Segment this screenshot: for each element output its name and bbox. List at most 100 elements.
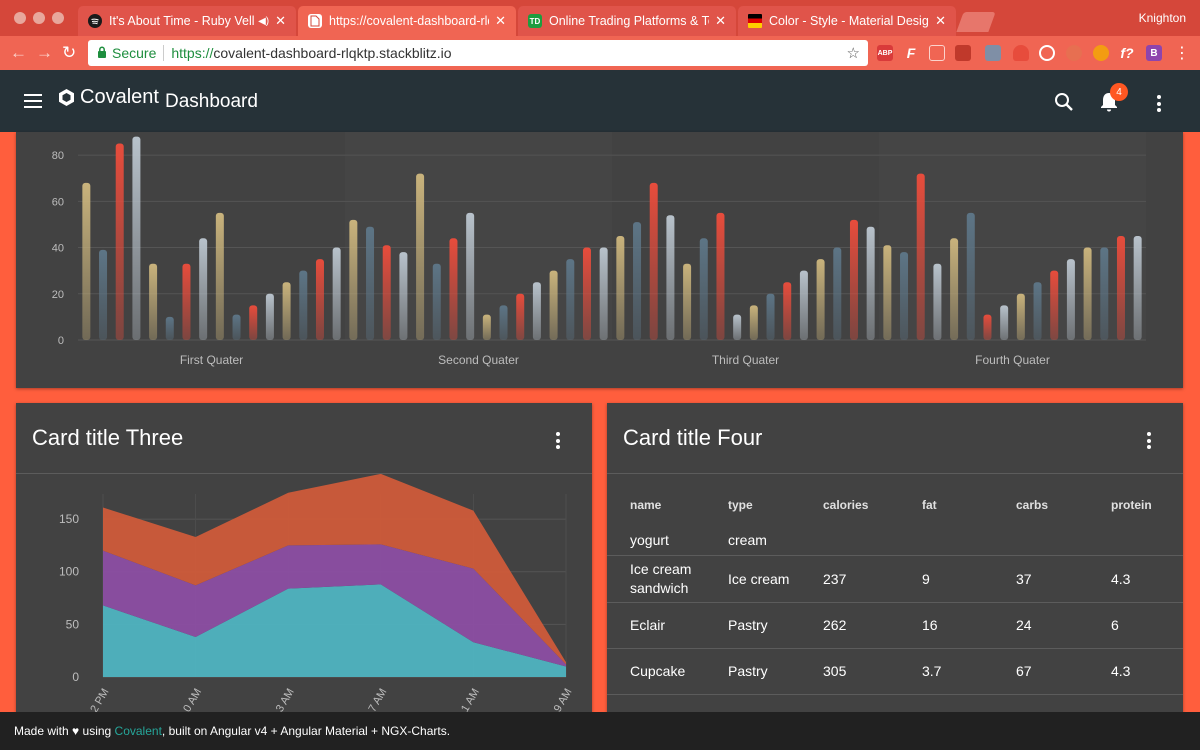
formula-extension-icon[interactable]: f? [1120,45,1134,61]
x-group-label: Fourth Quater [975,353,1050,367]
bar [883,245,892,340]
table-cell: 4.3 [1111,555,1183,603]
table-cell: Cupcake [607,648,728,695]
covalent-link[interactable]: Covalent [114,724,162,738]
table-cell: 375 [823,694,922,713]
close-window-button[interactable] [14,12,26,24]
column-header[interactable]: type [728,497,753,512]
bootstrap-extension-icon[interactable]: B [1146,45,1162,61]
column-header[interactable]: name [630,497,662,512]
divider [16,473,592,474]
bar [99,249,108,340]
card-four: Card title Four name type calories fat c… [607,403,1183,713]
x-group-label: Second Quater [438,353,519,367]
bar [482,314,491,340]
close-tab-icon[interactable]: ✕ [495,13,506,28]
divider [607,473,1183,474]
browser-tab[interactable]: Color - Style - Material Design ✕ [738,6,956,36]
table-row[interactable]: Cupcake Pastry 305 3.7 67 4.3 [607,648,1183,695]
bar [466,212,475,340]
extension-icon[interactable] [985,45,1001,61]
back-arrow-icon[interactable]: ← [10,43,27,62]
calendar-extension-icon[interactable] [955,45,971,61]
bar [549,270,558,340]
close-tab-icon[interactable]: ✕ [715,13,726,28]
target-extension-icon[interactable] [1039,45,1055,61]
angular-extension-icon[interactable] [1013,45,1029,61]
y-tick-label: 100 [59,565,79,579]
browser-tab-active[interactable]: https://covalent-dashboard-rlqktp.stackb… [298,6,516,36]
column-header[interactable]: carbs [1016,497,1049,512]
bar [566,259,575,340]
footer-suffix: , built on Angular v4 + Angular Material… [161,724,451,738]
x-tick-label: 0 AM [181,687,204,714]
bar [366,226,375,340]
table-cell: Ice cream sandwich [607,555,728,603]
y-tick-label: 150 [59,512,79,526]
bar [1066,259,1075,340]
bar [416,173,425,340]
grouped-bar-chart: 0 20 40 60 80 First Quater Second Quater Third … [52,132,1146,367]
forward-arrow-icon[interactable]: → [36,43,53,62]
zoom-window-button[interactable] [52,12,64,24]
table-row[interactable]: yogurt cream [607,531,1183,556]
bookmark-star-icon[interactable]: ☆ [846,45,860,62]
y-tick-label: 50 [66,617,80,631]
footer-prefix: Made with [14,724,69,738]
bar [1033,282,1042,340]
bar [599,247,608,340]
table-cell: Ice cream [728,555,823,603]
bar [382,245,391,340]
menu-icon[interactable] [24,94,42,108]
profile-name[interactable]: Knighton [1138,11,1186,25]
column-header[interactable]: fat [922,497,937,512]
browser-tab[interactable]: It's About Time - Ruby Velle ◀) ✕ [78,6,296,36]
extension-icon[interactable] [929,45,945,61]
speaker-icon[interactable]: ◀) [258,15,270,27]
browser-tab[interactable]: TD Online Trading Platforms & Tools ✕ [518,6,736,36]
close-tab-icon[interactable]: ✕ [275,13,286,28]
area-series [103,584,566,677]
url-host: covalent-dashboard-rlqktp.stackblitz.io [213,45,452,61]
x-group-label: First Quater [180,353,243,367]
bar-chart-card: 0 20 40 60 80 First Quater Second Quater Third … [16,132,1183,388]
x-tick-label: 9 AM [552,687,575,714]
new-tab-button[interactable] [956,12,996,32]
bar [1116,236,1125,340]
chrome-menu-icon[interactable]: ⋮ [1174,45,1190,62]
adblock-extension-icon[interactable]: ABP [877,45,893,61]
search-icon[interactable] [1054,92,1074,112]
font-extension-icon[interactable]: F [906,45,916,61]
bar [1000,305,1009,340]
table-row[interactable]: Jelly bean Candy 375 0 94 0 [607,694,1183,713]
bar [983,314,992,340]
tab-title: https://covalent-dashboard-rlqktp.stackb… [329,14,489,28]
nutrition-table: name type calories fat carbs protein yog… [607,474,1183,713]
minimize-window-button[interactable] [33,12,45,24]
table-cell: Jelly bean [607,694,728,713]
firefox-extension-icon[interactable] [1093,45,1109,61]
card-more-vert-icon[interactable] [556,432,560,452]
tab-title: Online Trading Platforms & Tools [549,14,709,28]
table-cell: 3.7 [922,648,1016,695]
flag-icon [748,14,762,28]
table-cell: 6 [1111,602,1183,649]
address-bar[interactable]: Secure https:// covalent-dashboard-rlqkt… [88,40,868,66]
bar [282,282,291,340]
close-tab-icon[interactable]: ✕ [935,13,946,28]
more-vert-icon[interactable] [1157,95,1161,115]
tomato-extension-icon[interactable] [1066,45,1082,61]
covalent-logo[interactable]: Covalent [58,86,159,109]
bar [933,263,942,340]
card-more-vert-icon[interactable] [1147,432,1151,452]
table-row[interactable]: Eclair Pastry 262 16 24 6 [607,602,1183,649]
reload-icon[interactable]: ↻ [62,43,77,62]
table-row[interactable]: Ice cream sandwich Ice cream 237 9 37 4.… [607,555,1183,603]
y-tick-label: 40 [52,243,64,255]
bar [950,238,959,340]
lock-icon [97,46,107,61]
table-cell: 24 [1016,602,1111,649]
column-header[interactable]: protein [1111,497,1152,512]
bar [1050,270,1059,340]
column-header[interactable]: calories [823,497,869,512]
